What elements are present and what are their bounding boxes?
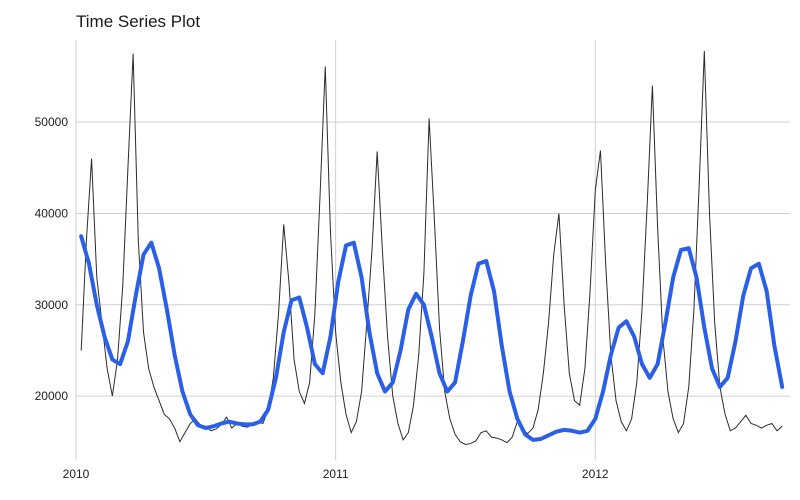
chart-title: Time Series Plot — [76, 12, 200, 32]
x-tick-label: 2011 — [323, 467, 349, 481]
raw-series-line — [81, 51, 782, 445]
time-series-chart: Time Series Plot 20000 30000 40000 50000 201… — [0, 0, 800, 500]
y-tick-label: 30000 — [35, 298, 69, 312]
y-tick-label: 40000 — [35, 206, 69, 220]
smoothed-series-line — [81, 236, 782, 440]
x-tick-label: 2012 — [582, 467, 609, 481]
y-tick-label: 20000 — [35, 389, 69, 403]
y-tick-label: 50000 — [35, 115, 69, 129]
x-tick-label: 2010 — [63, 467, 90, 481]
chart-svg: 20000 30000 40000 50000 2010 2011 2012 — [0, 0, 800, 500]
